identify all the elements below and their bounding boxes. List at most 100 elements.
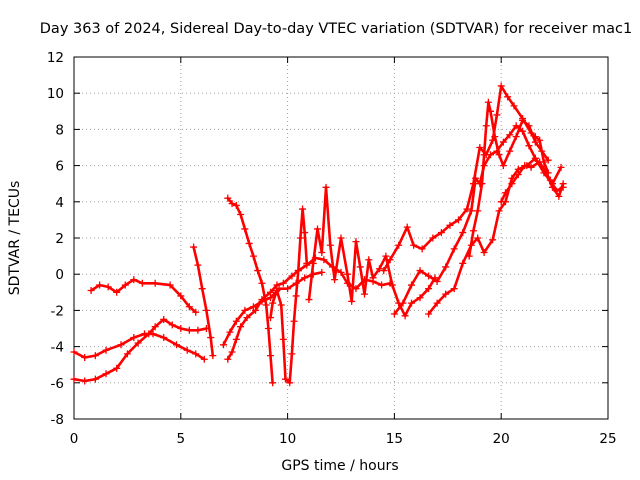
data-point (365, 256, 373, 264)
data-point (525, 122, 533, 130)
data-point (200, 355, 208, 363)
data-point (232, 201, 240, 209)
data-point (386, 256, 394, 264)
data-point (102, 370, 110, 378)
data-point (555, 192, 563, 200)
data-point (495, 151, 503, 159)
data-point (166, 281, 174, 289)
data-point (151, 323, 159, 331)
data-point (399, 299, 407, 307)
y-tick-label: 2 (55, 231, 64, 247)
data-point (198, 285, 206, 293)
series-track-4 (190, 243, 217, 360)
data-point (474, 234, 482, 242)
data-point (96, 281, 104, 289)
data-point (519, 116, 527, 124)
data-point (416, 267, 424, 275)
data-point (557, 163, 565, 171)
data-point (113, 364, 121, 372)
data-point (249, 252, 257, 260)
series-track-1 (70, 330, 208, 363)
data-point (320, 256, 328, 264)
data-point (369, 274, 377, 282)
data-point (249, 303, 257, 311)
data-point (407, 299, 415, 307)
data-point (273, 286, 281, 294)
data-point (87, 286, 95, 294)
data-point (192, 350, 200, 358)
data-point (160, 315, 168, 323)
data-point (267, 294, 275, 302)
y-tick-label: -6 (51, 376, 64, 392)
y-tick-label: 12 (47, 50, 64, 66)
data-point (559, 180, 567, 188)
data-point (360, 290, 368, 298)
data-point (487, 151, 495, 159)
data-point (113, 288, 121, 296)
data-point (294, 267, 302, 275)
data-point (501, 189, 509, 197)
data-point (499, 162, 507, 170)
data-point (194, 261, 202, 269)
data-point (521, 162, 529, 170)
data-point (301, 274, 309, 282)
data-point (81, 377, 89, 385)
data-point (429, 234, 437, 242)
data-point (401, 312, 409, 320)
data-point (497, 82, 505, 90)
data-point (145, 330, 153, 338)
data-point (480, 151, 488, 159)
series-track-12 (425, 154, 565, 318)
data-point (478, 180, 486, 188)
data-point (343, 270, 351, 278)
data-point (356, 263, 364, 271)
data-point (378, 281, 386, 289)
x-tick-label: 0 (70, 431, 79, 447)
data-point (433, 299, 441, 307)
data-point (337, 234, 345, 242)
data-point (232, 317, 240, 325)
data-point (519, 127, 527, 135)
data-point (410, 241, 418, 249)
data-point (442, 263, 450, 271)
data-point (318, 268, 326, 276)
data-point (305, 296, 313, 304)
series-track-8 (267, 205, 311, 387)
data-point (480, 248, 488, 256)
data-point (190, 243, 198, 251)
data-point (489, 236, 497, 244)
data-point (450, 245, 458, 253)
data-point (425, 285, 433, 293)
data-point (454, 216, 462, 224)
data-point (81, 353, 89, 361)
data-point (531, 138, 539, 146)
data-point (493, 111, 501, 119)
data-point (375, 265, 383, 273)
data-point (224, 355, 232, 363)
data-point (527, 163, 535, 171)
data-point (91, 352, 99, 360)
data-point (269, 379, 277, 387)
series-track-3 (87, 276, 200, 316)
data-point (542, 169, 550, 177)
data-point (209, 352, 217, 360)
data-point (352, 238, 360, 246)
data-point (512, 122, 520, 130)
data-point (202, 306, 210, 314)
data-point (254, 267, 262, 275)
data-point (309, 259, 317, 267)
series-track-14 (497, 158, 567, 206)
y-tick-label: 10 (47, 86, 64, 102)
data-point (241, 306, 249, 314)
data-point (267, 352, 275, 360)
data-point (538, 147, 546, 155)
data-point (531, 154, 539, 162)
y-axis-label: SDTVAR / TECUs (7, 181, 23, 296)
data-point (337, 268, 345, 276)
data-point (269, 299, 277, 307)
data-point (160, 334, 168, 342)
y-tick-label: 6 (55, 159, 64, 175)
data-point (288, 272, 296, 280)
data-point (192, 308, 200, 316)
